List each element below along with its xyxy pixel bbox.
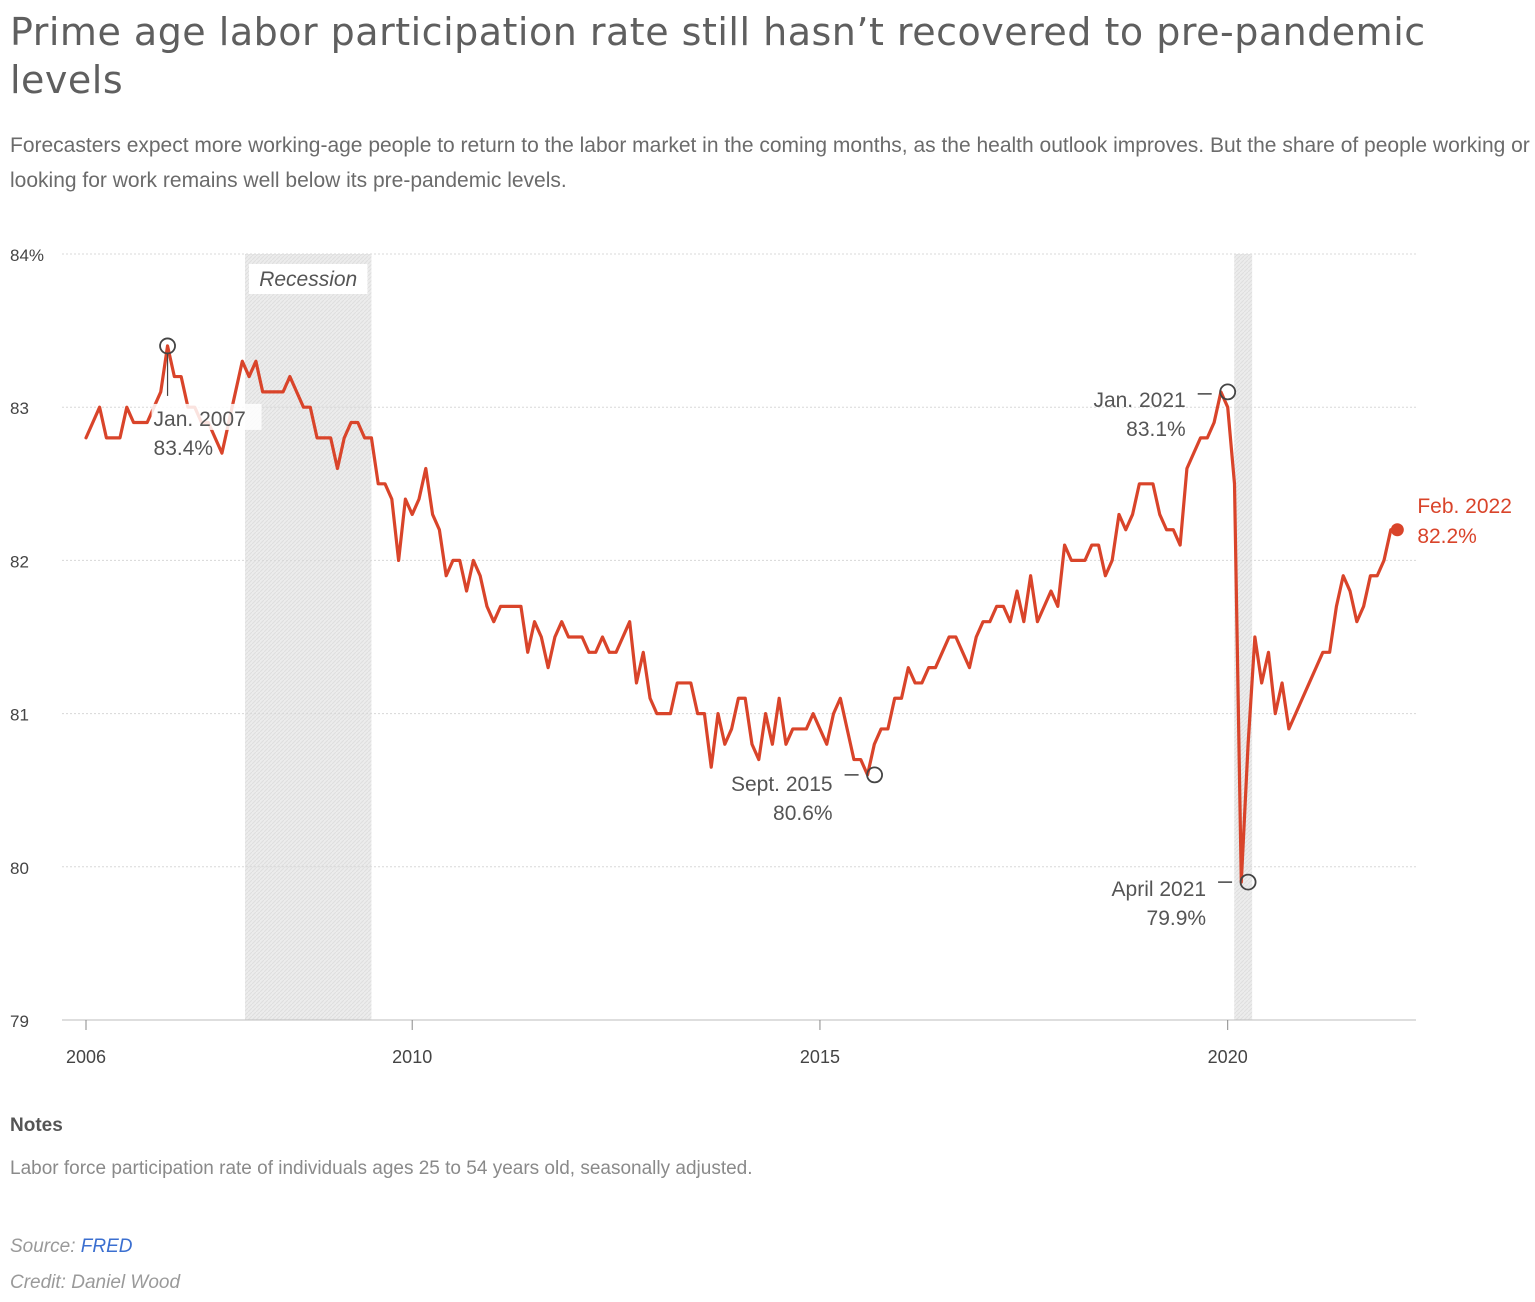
notes-heading: Notes bbox=[10, 1115, 63, 1136]
annotation-label-bg bbox=[151, 403, 262, 430]
annotation-marker bbox=[1219, 383, 1237, 401]
y-tick-label: 84% bbox=[10, 246, 44, 265]
shaded-period-0 bbox=[245, 254, 372, 1020]
annotation-value: 83.1% bbox=[1126, 418, 1186, 441]
annotation-label: April 2021 bbox=[1112, 878, 1207, 901]
shaded-period-label: Recession bbox=[259, 268, 357, 291]
source-link[interactable]: FRED bbox=[80, 1236, 133, 1257]
credit-line: Credit: Daniel Wood bbox=[10, 1272, 181, 1293]
annotation-value: 82.2% bbox=[1417, 525, 1477, 548]
x-tick-label: 2015 bbox=[800, 1047, 840, 1067]
annotation-marker bbox=[866, 766, 883, 784]
annotation-label: Jan. 2007 bbox=[154, 408, 246, 431]
annotation-marker bbox=[159, 337, 176, 355]
x-tick-label: 2010 bbox=[392, 1047, 432, 1067]
chart-subtitle: Forecasters expect more working-age peop… bbox=[10, 134, 1530, 192]
x-tick-label: 2006 bbox=[66, 1047, 106, 1067]
chart-title: Prime age labor participation rate still… bbox=[10, 10, 1426, 102]
annotation-marker bbox=[1239, 873, 1257, 891]
annotation-value: 83.4% bbox=[154, 437, 214, 460]
y-tick-label: 82 bbox=[10, 552, 29, 571]
y-tick-label: 81 bbox=[10, 706, 29, 725]
shaded-period-1 bbox=[1234, 254, 1253, 1020]
annotation-value: 80.6% bbox=[773, 802, 833, 825]
shaded-label-bg bbox=[249, 264, 368, 294]
series-line bbox=[84, 344, 1393, 884]
annotation-label: Feb. 2022 bbox=[1417, 495, 1512, 518]
x-tick-label: 2020 bbox=[1208, 1047, 1248, 1067]
annotation-value: 79.9% bbox=[1147, 907, 1207, 930]
notes-text: Labor force participation rate of indivi… bbox=[10, 1158, 753, 1179]
source-line: Source: FRED bbox=[10, 1236, 133, 1258]
annotation-label: Sept. 2015 bbox=[731, 773, 833, 796]
annotation-label: Jan. 2021 bbox=[1093, 389, 1185, 412]
y-tick-label: 79 bbox=[10, 1012, 29, 1031]
endpoint-marker bbox=[1390, 523, 1404, 537]
y-tick-label: 83 bbox=[10, 399, 29, 418]
source-label: Source: bbox=[10, 1236, 81, 1257]
y-tick-label: 80 bbox=[10, 859, 29, 878]
